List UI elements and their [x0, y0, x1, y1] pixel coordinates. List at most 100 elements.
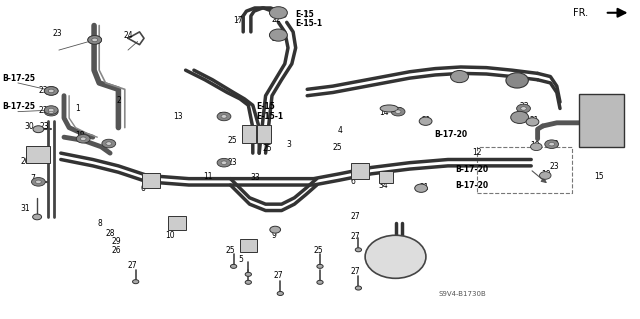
Text: 7: 7 — [31, 174, 36, 183]
Text: 27: 27 — [351, 232, 360, 241]
Ellipse shape — [269, 7, 287, 19]
Text: 22: 22 — [456, 74, 465, 83]
Text: 21: 21 — [530, 116, 540, 125]
Ellipse shape — [217, 159, 231, 167]
Text: 19: 19 — [541, 170, 550, 179]
FancyBboxPatch shape — [142, 173, 160, 188]
Ellipse shape — [221, 161, 227, 164]
Ellipse shape — [33, 214, 42, 220]
Ellipse shape — [511, 111, 529, 123]
Text: 3: 3 — [287, 140, 292, 149]
Text: 29: 29 — [112, 237, 122, 246]
Ellipse shape — [548, 143, 554, 146]
Ellipse shape — [355, 286, 362, 290]
Ellipse shape — [269, 29, 287, 41]
Text: 28: 28 — [106, 229, 115, 238]
Ellipse shape — [365, 235, 426, 278]
Text: 25: 25 — [227, 137, 237, 145]
Text: 16: 16 — [507, 78, 516, 87]
Text: 23: 23 — [227, 158, 237, 167]
Text: 31: 31 — [20, 204, 30, 213]
Text: 23: 23 — [38, 106, 48, 115]
Ellipse shape — [44, 87, 58, 95]
Ellipse shape — [419, 117, 432, 125]
FancyBboxPatch shape — [26, 146, 50, 163]
Ellipse shape — [355, 248, 362, 252]
Ellipse shape — [245, 272, 252, 276]
FancyBboxPatch shape — [351, 163, 369, 179]
Text: 17: 17 — [234, 16, 243, 25]
Ellipse shape — [531, 143, 542, 151]
Ellipse shape — [521, 107, 526, 110]
Text: 23: 23 — [520, 102, 529, 111]
Ellipse shape — [540, 172, 551, 179]
Ellipse shape — [451, 70, 468, 83]
Text: 22: 22 — [517, 111, 527, 120]
FancyBboxPatch shape — [257, 125, 271, 143]
Text: 19: 19 — [530, 141, 540, 150]
Text: 6: 6 — [351, 177, 356, 186]
FancyBboxPatch shape — [379, 171, 393, 183]
Text: 11: 11 — [204, 172, 213, 181]
Text: B-17-20: B-17-20 — [456, 181, 489, 190]
Text: 32: 32 — [594, 101, 604, 110]
Ellipse shape — [221, 115, 227, 118]
Text: 27: 27 — [351, 212, 360, 221]
Text: 30: 30 — [24, 122, 34, 130]
Text: 23: 23 — [52, 29, 62, 38]
Ellipse shape — [545, 140, 559, 149]
Ellipse shape — [217, 112, 231, 121]
Ellipse shape — [526, 118, 539, 126]
Text: 23: 23 — [40, 122, 49, 130]
Text: 23: 23 — [549, 162, 559, 171]
Text: 9: 9 — [272, 231, 277, 240]
Text: 23: 23 — [394, 107, 403, 116]
Ellipse shape — [270, 226, 280, 233]
Ellipse shape — [49, 108, 54, 112]
Text: 12: 12 — [472, 148, 482, 157]
Text: 27: 27 — [274, 271, 284, 280]
Text: 25: 25 — [225, 246, 235, 255]
Text: FR.: FR. — [573, 8, 588, 18]
Text: 5: 5 — [238, 255, 243, 263]
Text: 34: 34 — [379, 181, 388, 190]
Text: 6: 6 — [141, 184, 146, 193]
Text: 22: 22 — [272, 34, 282, 43]
Ellipse shape — [81, 137, 86, 140]
Ellipse shape — [49, 89, 54, 93]
Text: 33: 33 — [251, 173, 260, 182]
Ellipse shape — [31, 177, 45, 186]
Text: E-15: E-15 — [256, 102, 275, 111]
Ellipse shape — [88, 35, 102, 44]
Text: 23: 23 — [219, 112, 228, 121]
Ellipse shape — [415, 184, 428, 192]
Text: 10: 10 — [165, 231, 175, 240]
Text: 21: 21 — [421, 116, 431, 125]
Ellipse shape — [132, 280, 139, 284]
Ellipse shape — [44, 87, 58, 95]
Text: 20: 20 — [20, 157, 30, 166]
Ellipse shape — [44, 107, 58, 116]
Ellipse shape — [317, 280, 323, 284]
Text: 22: 22 — [272, 15, 282, 24]
Text: E-15-1: E-15-1 — [296, 19, 323, 28]
Ellipse shape — [380, 105, 398, 112]
Ellipse shape — [102, 139, 116, 148]
Ellipse shape — [76, 135, 90, 143]
Text: 8: 8 — [97, 219, 102, 228]
Text: E-15-1: E-15-1 — [256, 112, 283, 121]
Text: 15: 15 — [594, 172, 604, 181]
Text: B-17-25: B-17-25 — [3, 102, 36, 111]
Ellipse shape — [106, 142, 112, 145]
Ellipse shape — [277, 292, 284, 295]
Ellipse shape — [88, 35, 102, 44]
Ellipse shape — [391, 107, 405, 116]
Text: S9V4-B1730B: S9V4-B1730B — [438, 291, 486, 297]
Ellipse shape — [506, 73, 529, 88]
FancyBboxPatch shape — [242, 125, 256, 143]
Text: B-17-20: B-17-20 — [456, 165, 489, 174]
Text: 24: 24 — [124, 31, 133, 40]
Text: 25: 25 — [262, 144, 272, 153]
Text: 23: 23 — [549, 140, 559, 149]
Text: 2: 2 — [116, 96, 121, 105]
